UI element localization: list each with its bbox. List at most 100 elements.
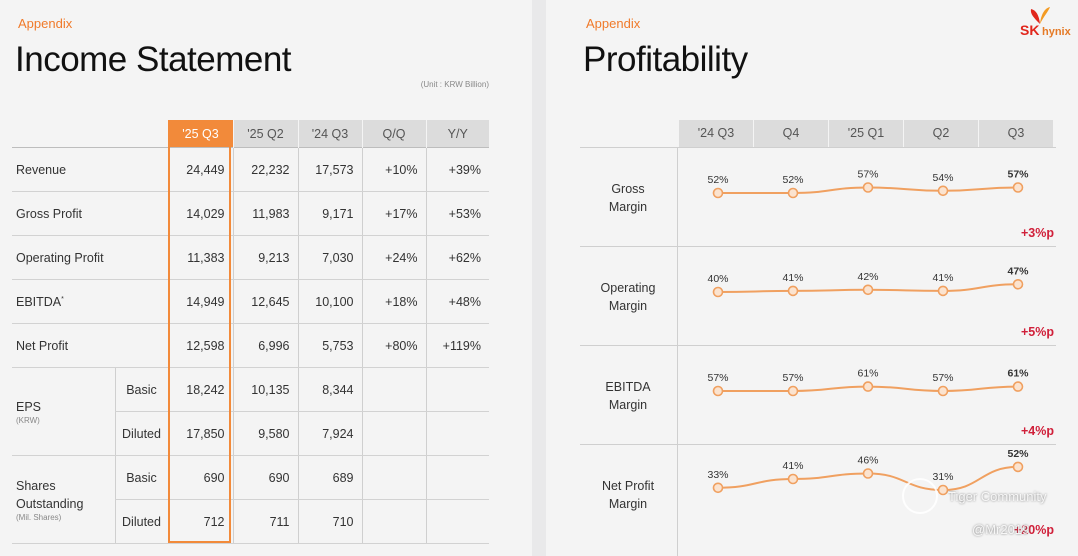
data-label: 61% — [1007, 368, 1029, 380]
col-header: '24 Q3 — [297, 120, 362, 148]
shares-diluted-label: Diluted — [114, 499, 168, 544]
watermark-text: Tiger Community — [948, 489, 1047, 504]
table-row: Net Profit 12,598 6,996 5,753 +80% +119% — [12, 323, 489, 368]
eps-label-cell: EPS (KRW) — [12, 367, 115, 456]
shares-label-cell: Shares Outstanding (Mil. Shares) — [12, 455, 115, 544]
cell: 10,100 — [297, 279, 362, 324]
data-label: 52% — [707, 174, 728, 186]
table-row: Shares Outstanding (Mil. Shares) Basic 6… — [12, 455, 489, 544]
change-label: +4%p — [1021, 424, 1054, 438]
data-point — [787, 285, 799, 297]
data-label: 52% — [782, 174, 803, 186]
profit-kicker: Appendix — [586, 16, 641, 31]
data-point — [787, 187, 799, 199]
change-label: +3%p — [1021, 226, 1054, 240]
shares-label: Outstanding — [16, 496, 84, 511]
data-point — [862, 284, 874, 296]
change-label: +5%p — [1021, 325, 1054, 339]
margin-label-line: Gross — [611, 182, 645, 196]
operating-margin-label: Operating Margin — [580, 279, 676, 315]
margin-label-line: EBITDA — [605, 380, 651, 394]
cell — [361, 367, 426, 412]
data-label: 57% — [707, 372, 728, 384]
gross-margin-label: Gross Margin — [580, 180, 676, 216]
cell: 9,213 — [232, 235, 298, 280]
cell: 690 — [167, 455, 233, 500]
cell: 9,580 — [232, 411, 298, 456]
eps-label: EPS — [16, 399, 42, 414]
cell: 12,645 — [232, 279, 298, 324]
row-label: EBITDA* — [12, 279, 168, 324]
butterfly-logo-icon — [1030, 7, 1050, 24]
margin-label-line: Net Profit — [601, 479, 655, 493]
cell: 8,344 — [297, 367, 362, 412]
data-label: 57% — [782, 372, 803, 384]
quarter-header: '25 Q1 — [828, 120, 903, 147]
data-label: 54% — [932, 172, 953, 184]
profitability-slide: Appendix Profitability SK hynix '24 Q3 Q… — [546, 0, 1078, 556]
net-profit-margin-label: Net Profit Margin — [580, 477, 676, 513]
watermark-logo-icon — [902, 478, 938, 514]
sk-hynix-logo: SK hynix — [1016, 4, 1076, 44]
quarter-header: Q3 — [978, 120, 1053, 147]
col-header: '25 Q2 — [232, 120, 298, 148]
data-label: 31% — [932, 471, 953, 483]
cell: +80% — [361, 323, 426, 368]
margin-label-line: Margin — [608, 398, 648, 412]
data-point — [787, 385, 799, 397]
cell: +10% — [361, 147, 426, 192]
footnote-mark: * — [61, 295, 64, 303]
data-point — [937, 385, 949, 397]
quarter-header: '24 Q3 — [678, 120, 753, 147]
data-label: 41% — [932, 272, 953, 284]
data-label: 47% — [1007, 265, 1029, 277]
quarter-header: Q4 — [753, 120, 828, 147]
income-title: Income Statement — [15, 40, 292, 79]
table-row: EPS (KRW) Basic 18,242 10,135 8,344 — [12, 367, 489, 456]
shares-basic-label: Basic — [114, 455, 168, 500]
cell — [425, 499, 489, 544]
table-row: Gross Profit 14,029 11,983 9,171 +17% +5… — [12, 191, 489, 236]
cell: 11,983 — [232, 191, 298, 236]
cell: 689 — [297, 455, 362, 500]
cell: +18% — [361, 279, 426, 324]
data-point — [937, 285, 949, 297]
cell: 11,383 — [167, 235, 233, 280]
cell — [361, 455, 426, 500]
cell: +53% — [425, 191, 489, 236]
profit-title: Profitability — [583, 40, 748, 79]
cell: +39% — [425, 147, 489, 192]
table-row: Operating Profit 11,383 9,213 7,030 +24%… — [12, 235, 489, 280]
data-point — [937, 185, 949, 197]
data-point — [1012, 381, 1024, 392]
cell: 22,232 — [232, 147, 298, 192]
cell: 6,996 — [232, 323, 298, 368]
margin-label-line: Margin — [608, 299, 648, 313]
data-point — [712, 286, 724, 298]
logo-hynix: hynix — [1042, 26, 1071, 38]
quarter-header: Q2 — [903, 120, 978, 147]
margin-label-line: Margin — [608, 497, 648, 511]
data-point — [712, 482, 724, 494]
data-point — [862, 182, 874, 193]
unit-note: (Unit : KRW Billion) — [420, 80, 489, 89]
row-divider — [580, 444, 1056, 445]
ebitda-label: EBITDA — [16, 294, 62, 309]
cell: 711 — [232, 499, 298, 544]
data-point — [1012, 182, 1024, 193]
row-divider — [580, 246, 1056, 247]
cell: 712 — [167, 499, 233, 544]
cell: 17,850 — [167, 411, 233, 456]
col-header: Q/Q — [361, 120, 426, 148]
data-point — [712, 385, 724, 397]
row-divider — [580, 345, 1056, 346]
ebitda-margin-label: EBITDA Margin — [580, 378, 676, 414]
cell: 10,135 — [232, 367, 298, 412]
cell — [425, 455, 489, 500]
data-label: 46% — [857, 455, 878, 467]
data-label: 41% — [782, 460, 803, 472]
watermark-handle: @Mr2019 — [972, 522, 1030, 537]
income-kicker: Appendix — [18, 16, 73, 31]
cell: 690 — [232, 455, 298, 500]
data-point — [1012, 461, 1024, 473]
